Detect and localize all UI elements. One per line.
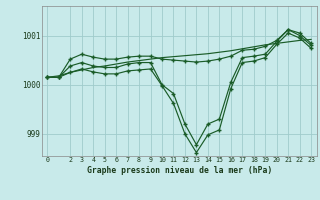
- X-axis label: Graphe pression niveau de la mer (hPa): Graphe pression niveau de la mer (hPa): [87, 166, 272, 175]
